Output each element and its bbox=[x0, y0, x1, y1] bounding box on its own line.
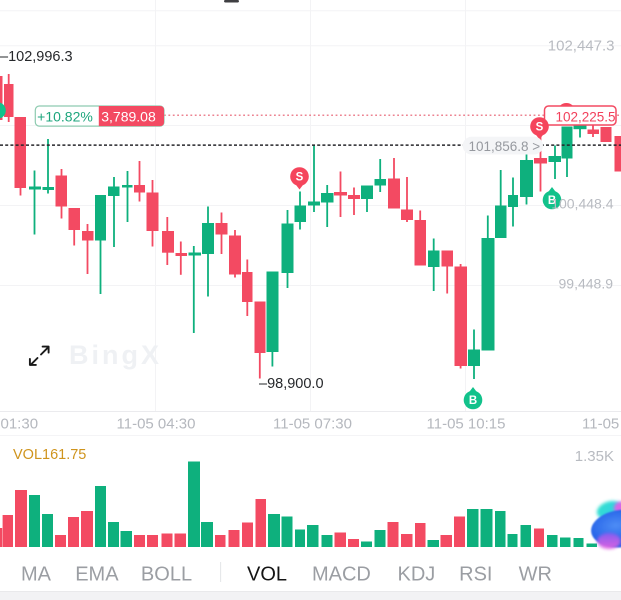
svg-text:WR: WR bbox=[519, 564, 552, 586]
svg-text:3,789.08: 3,789.08 bbox=[101, 109, 156, 125]
svg-text:B: B bbox=[548, 195, 556, 207]
svg-text:11-05 10:15: 11-05 10:15 bbox=[427, 416, 506, 433]
svg-text:102,447.3: 102,447.3 bbox=[548, 38, 615, 55]
svg-text:11-05 04:30: 11-05 04:30 bbox=[117, 416, 196, 433]
svg-text:KDJ: KDJ bbox=[398, 564, 436, 586]
svg-text:101,856.8 >: 101,856.8 > bbox=[469, 139, 541, 154]
svg-text:MACD: MACD bbox=[312, 564, 371, 586]
svg-text:100,448.4: 100,448.4 bbox=[551, 196, 613, 212]
svg-text:01:30: 01:30 bbox=[1, 416, 39, 433]
svg-text:MA: MA bbox=[21, 564, 52, 586]
svg-text:S: S bbox=[536, 122, 544, 134]
svg-text:BOLL: BOLL bbox=[141, 564, 192, 586]
svg-text:99,448.9: 99,448.9 bbox=[559, 276, 614, 292]
svg-text:102,225.5: 102,225.5 bbox=[555, 110, 615, 125]
svg-text:VOL161.75: VOL161.75 bbox=[13, 447, 86, 463]
svg-text:EMA: EMA bbox=[75, 564, 119, 586]
svg-text:RSI: RSI bbox=[459, 564, 492, 586]
svg-text:B: B bbox=[469, 395, 477, 407]
svg-text:–98,900.0: –98,900.0 bbox=[259, 376, 324, 392]
svg-text:VOL: VOL bbox=[247, 564, 287, 586]
svg-text:BingX: BingX bbox=[69, 340, 162, 370]
svg-text:S: S bbox=[296, 172, 304, 184]
svg-text:11-05 07:30: 11-05 07:30 bbox=[273, 416, 352, 433]
svg-text:–102,996.3: –102,996.3 bbox=[0, 49, 73, 65]
svg-text:+10.82%: +10.82% bbox=[37, 109, 93, 125]
svg-text:11-05: 11-05 bbox=[582, 416, 619, 433]
svg-text:1.35K: 1.35K bbox=[575, 448, 614, 465]
